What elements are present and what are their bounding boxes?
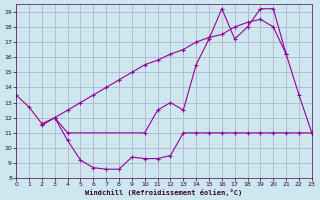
X-axis label: Windchill (Refroidissement éolien,°C): Windchill (Refroidissement éolien,°C) — [85, 189, 243, 196]
